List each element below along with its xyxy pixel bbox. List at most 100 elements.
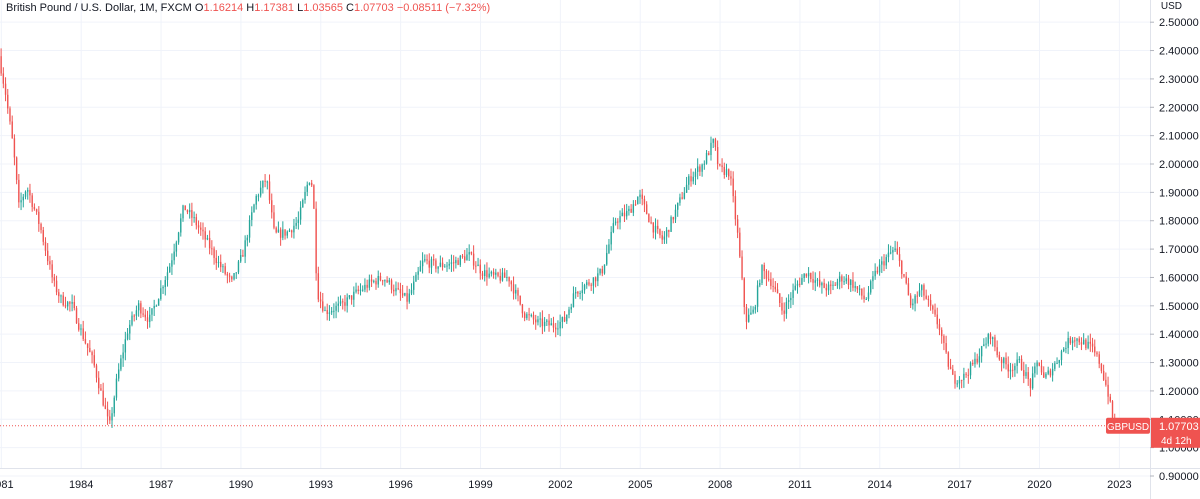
candle-body [348,295,351,298]
y-tick-label: 1.40000 [1159,329,1199,341]
candlestick-series [0,48,1116,428]
candle-body [89,347,91,353]
candle-body [639,194,641,198]
candle-body [477,264,479,267]
candle-body [64,305,67,307]
candle-body [1027,372,1029,380]
candle-body [628,208,630,212]
y-tick-label: 1.50000 [1159,301,1199,313]
candle-body [78,323,80,330]
candle-body [66,302,69,307]
candle-body [752,309,754,313]
chart-legend: British Pound / U.S. Dollar, 1M, FXCM O1… [6,2,490,14]
candle-body [35,209,38,212]
price-axis[interactable]: 2.50000 2.40000 2.30000 2.20000 2.10000 2.000… [1150,0,1199,499]
x-tick-label: 1987 [149,479,173,491]
candle-body [632,204,635,213]
candle-body [592,277,595,286]
price-tag [1151,417,1200,448]
candle-body [756,285,759,307]
candle-body [13,138,16,158]
candle-body [175,242,178,252]
candle-body [51,264,53,278]
candle-body [279,229,282,238]
candle-body [455,260,457,264]
candle-body [914,295,916,304]
candle-body [612,223,615,232]
candle-body [446,265,448,267]
chart-grid [0,0,1150,477]
candle-body [457,260,459,265]
candle-body [435,260,437,269]
candle-body [677,202,679,210]
candle-body [468,252,470,255]
candle-body [255,196,257,205]
candle-body [588,282,590,285]
candle-body [838,276,841,282]
candle-body [1018,358,1021,360]
candle-body [231,276,233,280]
candle-body [413,281,415,290]
candle-body [537,319,539,323]
candle-body [734,196,737,220]
candle-body [834,284,836,286]
candle-body [1089,341,1092,344]
candle-body [111,413,113,421]
candle-body [710,142,712,155]
candle-body [936,314,938,325]
candle-body [344,302,346,306]
candle-body [308,182,311,185]
candle-body [659,229,661,236]
candle-body [328,312,331,314]
candle-body [528,314,530,316]
candle-body [821,282,823,286]
candle-body [27,190,29,192]
candle-body [452,262,455,264]
candle-body [716,147,719,164]
candle-body [364,284,366,290]
candle-body [213,248,215,258]
candle-body [211,248,213,250]
candle-body [237,261,240,273]
candle-body [124,339,127,353]
candle-body [253,204,255,213]
candle-body [912,303,914,306]
candle-body [86,343,89,348]
candle-body [315,208,317,274]
candle-body [206,237,209,240]
candle-body [330,310,333,313]
x-tick-label: 2002 [548,479,572,491]
candle-body [812,278,814,283]
candle-body [366,284,368,288]
candle-body [712,138,714,143]
candle-body [603,264,606,274]
candle-body [692,176,694,182]
candle-body [337,303,340,306]
y-tick-label: 1.60000 [1159,272,1199,284]
candle-body [776,289,779,294]
candle-body [484,270,486,277]
candle-body [561,317,564,322]
candle-body [772,285,774,287]
candle-body [1023,370,1025,376]
candle-body [763,265,765,272]
candle-body [559,321,561,329]
candle-body [11,121,13,139]
time-axis[interactable]: 1981 1984 1987 1990 1993 1996 1999 2002 2005 2008… [0,468,1200,492]
change-value: −0.08511 (−7.32%) [396,2,491,14]
candle-body [830,284,832,286]
x-tick-label: 1990 [229,479,253,491]
candle-body [767,278,770,280]
candle-body [1036,362,1038,367]
candle-body [1082,339,1085,345]
candle-body [122,352,124,359]
candle-body [257,195,260,197]
candle-body [663,236,666,240]
candle-body [645,204,648,215]
candle-body [228,275,231,277]
candle-body [384,280,386,282]
candle-body [222,266,224,268]
candle-body [770,279,772,286]
candle-body [4,83,7,95]
